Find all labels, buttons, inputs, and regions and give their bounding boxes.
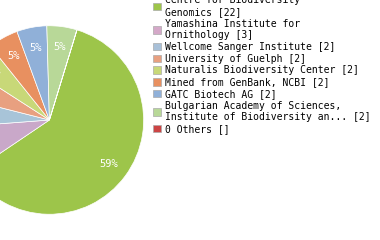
Text: 5%: 5% [29, 43, 42, 53]
Wedge shape [0, 120, 49, 173]
Wedge shape [0, 30, 144, 214]
Wedge shape [0, 69, 49, 120]
Legend: Centre for Biodiversity
Genomics [22], Yamashina Institute for
Ornithology [3], : Centre for Biodiversity Genomics [22], Y… [153, 0, 370, 134]
Text: 5%: 5% [0, 66, 1, 76]
Text: 59%: 59% [99, 159, 118, 169]
Wedge shape [0, 31, 49, 120]
Text: 5%: 5% [7, 51, 20, 61]
Wedge shape [0, 46, 49, 120]
Wedge shape [17, 26, 49, 120]
Wedge shape [49, 30, 77, 120]
Wedge shape [47, 26, 77, 120]
Text: 5%: 5% [53, 42, 65, 52]
Wedge shape [0, 97, 49, 127]
